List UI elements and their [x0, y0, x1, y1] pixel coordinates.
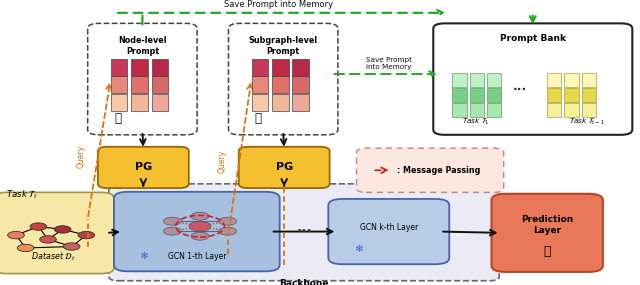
Bar	[111, 76, 127, 93]
Bar	[547, 103, 561, 117]
Text: Prompt Bank: Prompt Bank	[500, 34, 566, 43]
FancyBboxPatch shape	[356, 148, 504, 192]
Text: Task $\mathcal{T}_1$: Task $\mathcal{T}_1$	[461, 116, 490, 127]
Circle shape	[8, 231, 24, 239]
Bar	[111, 59, 127, 76]
Bar	[252, 59, 268, 76]
Circle shape	[189, 221, 211, 231]
Text: Prediction
Layer: Prediction Layer	[521, 215, 573, 235]
Text: : Message Passing: : Message Passing	[397, 166, 480, 175]
Bar	[131, 59, 148, 76]
Text: GCN 1-th Layer: GCN 1-th Layer	[168, 252, 226, 261]
Bar	[292, 76, 309, 93]
FancyBboxPatch shape	[109, 184, 499, 281]
Bar	[272, 59, 289, 76]
Text: 🔥: 🔥	[114, 112, 121, 125]
Circle shape	[30, 223, 47, 230]
FancyBboxPatch shape	[0, 192, 114, 274]
Bar	[452, 73, 467, 87]
Bar	[564, 73, 579, 87]
Bar	[470, 73, 484, 87]
Text: 🔥: 🔥	[255, 112, 262, 125]
Text: ❄: ❄	[354, 244, 363, 254]
Circle shape	[191, 232, 209, 240]
Circle shape	[78, 231, 95, 239]
Circle shape	[219, 227, 237, 235]
Bar	[470, 103, 484, 117]
FancyBboxPatch shape	[239, 147, 330, 188]
FancyBboxPatch shape	[492, 194, 603, 272]
Text: GCN k-th Layer: GCN k-th Layer	[360, 223, 418, 232]
Bar	[252, 76, 268, 93]
Circle shape	[163, 217, 181, 225]
Text: Subgraph-level
Prompt: Subgraph-level Prompt	[248, 36, 318, 56]
Circle shape	[40, 236, 56, 243]
Text: Save Prompt
into Memory: Save Prompt into Memory	[366, 57, 412, 70]
Circle shape	[17, 244, 34, 252]
Bar	[547, 88, 561, 102]
Bar	[487, 88, 501, 102]
Text: Query: Query	[77, 144, 86, 168]
Bar	[582, 88, 596, 102]
Bar	[131, 94, 148, 111]
Bar	[452, 88, 467, 102]
Bar	[131, 76, 148, 93]
Bar	[487, 73, 501, 87]
Text: Task $\mathcal{T}_{t-1}$: Task $\mathcal{T}_{t-1}$	[569, 116, 605, 127]
Bar	[152, 94, 168, 111]
Bar	[292, 94, 309, 111]
FancyBboxPatch shape	[433, 23, 632, 135]
Text: Query: Query	[218, 150, 227, 173]
Bar	[111, 94, 127, 111]
Bar	[252, 94, 268, 111]
Bar	[272, 76, 289, 93]
Text: PG: PG	[135, 162, 152, 172]
FancyBboxPatch shape	[88, 23, 197, 135]
Bar	[487, 103, 501, 117]
Bar	[564, 88, 579, 102]
Bar	[452, 103, 467, 117]
Text: Save Prompt into Memory: Save Prompt into Memory	[224, 0, 333, 9]
Bar	[582, 73, 596, 87]
Circle shape	[191, 212, 209, 220]
Text: Task $\mathcal{T}_t$: Task $\mathcal{T}_t$	[6, 188, 38, 201]
Text: 🔥: 🔥	[543, 245, 551, 258]
Text: Dataset $\mathcal{D}_t$: Dataset $\mathcal{D}_t$	[31, 250, 76, 263]
Bar	[470, 88, 484, 102]
Bar	[272, 94, 289, 111]
Circle shape	[54, 226, 71, 233]
Circle shape	[219, 217, 237, 225]
Text: ···: ···	[296, 225, 312, 239]
FancyBboxPatch shape	[328, 199, 449, 264]
Text: ···: ···	[513, 83, 527, 96]
Text: PG: PG	[276, 162, 292, 172]
Bar	[152, 59, 168, 76]
Circle shape	[63, 243, 80, 250]
FancyBboxPatch shape	[98, 147, 189, 188]
Bar	[292, 59, 309, 76]
Bar	[564, 103, 579, 117]
Bar	[152, 76, 168, 93]
Text: ❄: ❄	[140, 251, 148, 261]
FancyBboxPatch shape	[114, 192, 280, 271]
Bar	[547, 73, 561, 87]
Text: Backbone: Backbone	[279, 279, 329, 285]
Circle shape	[163, 227, 181, 235]
Text: Node-level
Prompt: Node-level Prompt	[118, 36, 166, 56]
FancyBboxPatch shape	[228, 23, 338, 135]
Bar	[582, 103, 596, 117]
